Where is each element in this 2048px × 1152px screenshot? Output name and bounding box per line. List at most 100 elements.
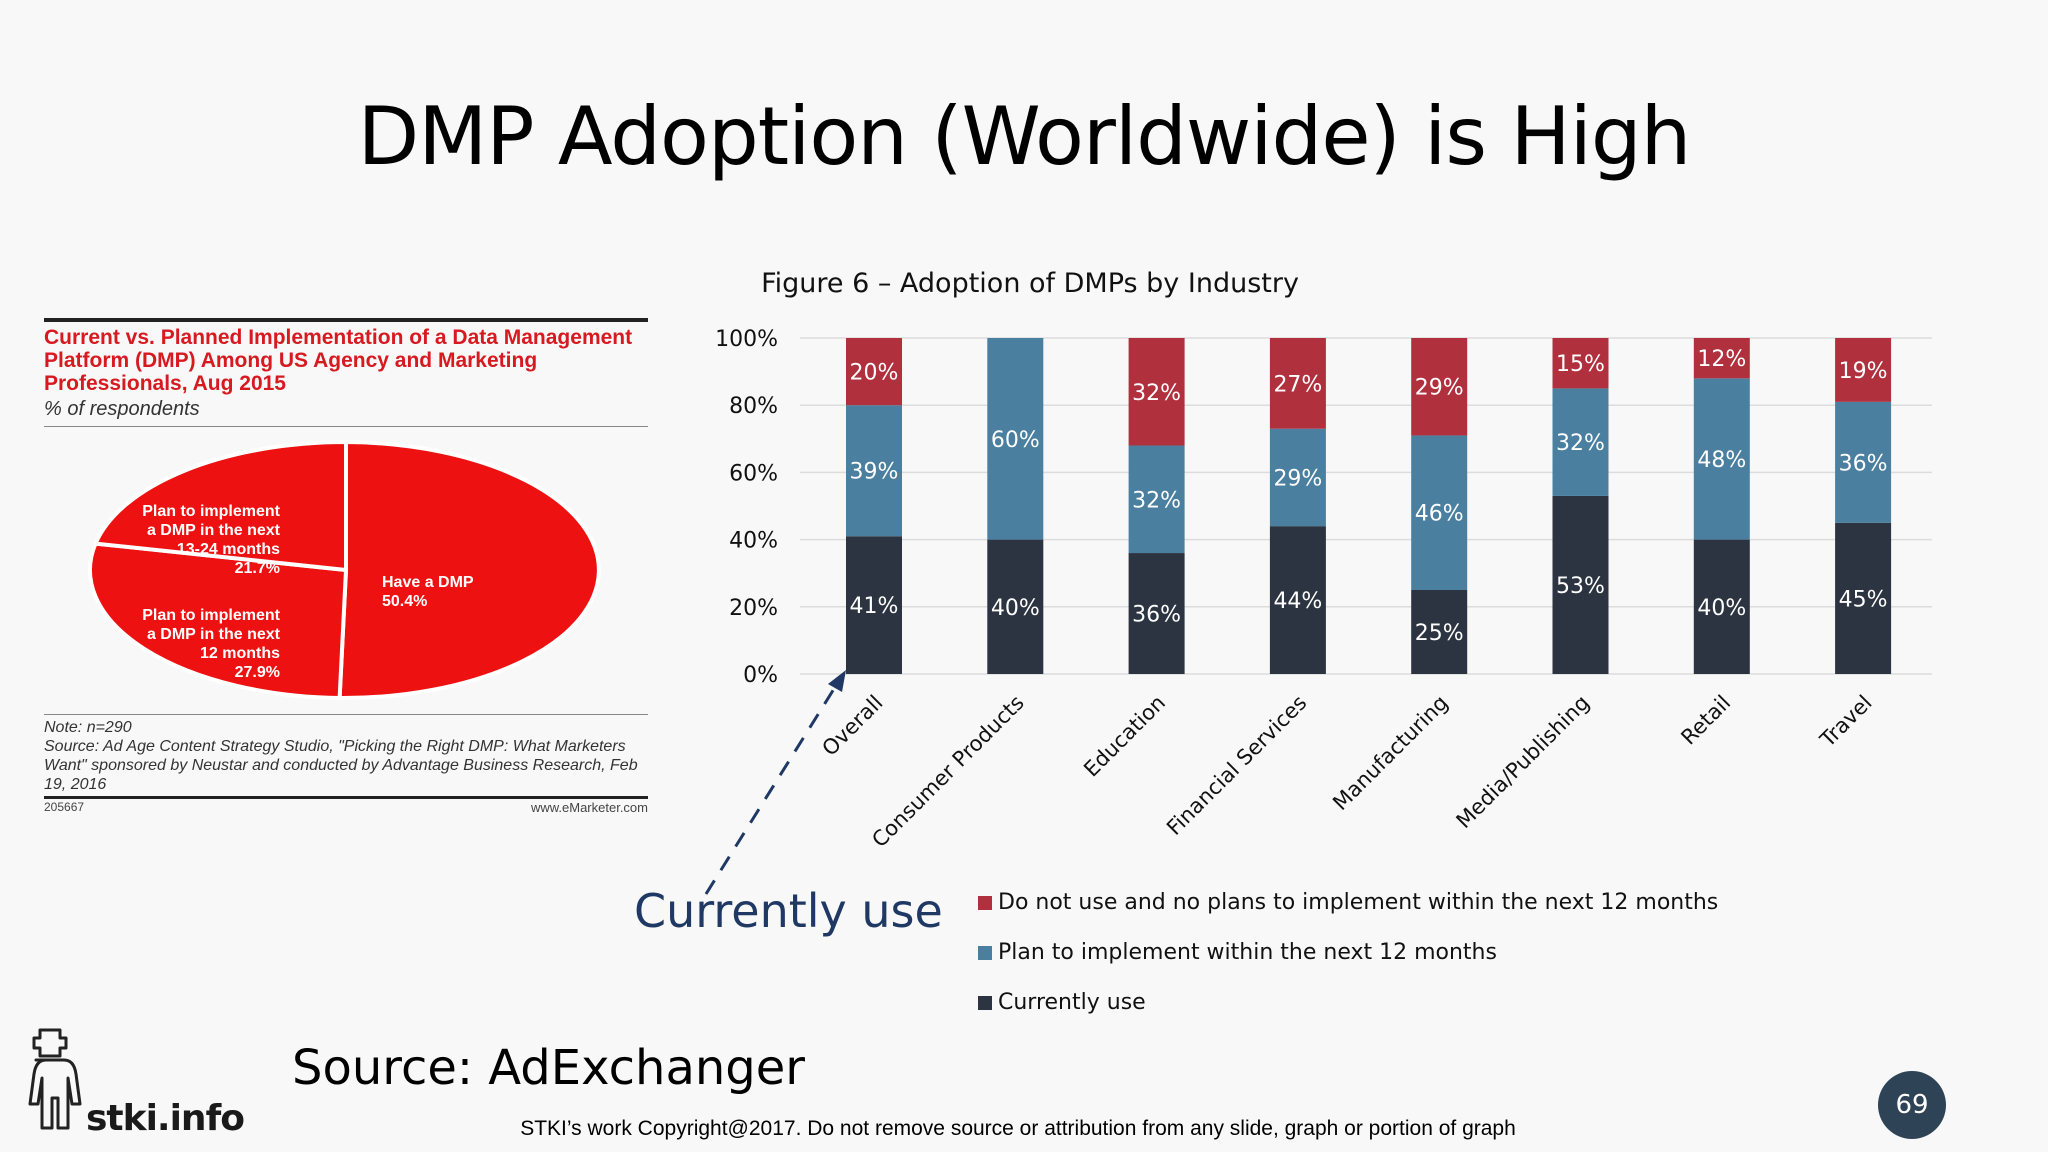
bar-segment (1693, 338, 1750, 379)
pie-note-n: Note: n=290 (44, 719, 132, 736)
bar-value-label: 29% (1273, 466, 1322, 491)
bar-segment (1269, 526, 1326, 674)
bar-segment (1411, 590, 1468, 674)
bar-segment (1128, 553, 1185, 674)
bar-segment (1552, 388, 1609, 496)
bar-value-label: 41% (850, 594, 899, 619)
legend-item-current: Currently use (978, 990, 1146, 1015)
pie-label: Plan to implement (142, 607, 280, 624)
stki-mascot-icon (28, 1028, 82, 1130)
bar-value-label: 36% (1839, 451, 1888, 476)
bar-value-label: 29% (1415, 376, 1464, 401)
bar-value-label: 27% (1273, 372, 1322, 397)
source-text: Source: AdExchanger (292, 1040, 806, 1096)
pie-slice (87, 541, 349, 701)
legend-label: Currently use (998, 990, 1146, 1015)
bar-segment (1693, 378, 1750, 540)
x-category-label: Retail (1676, 691, 1735, 750)
y-tick-label: 80% (729, 394, 778, 419)
bar-value-label: 20% (850, 361, 899, 386)
pie-label: a DMP in the next (147, 522, 281, 539)
bar-value-label: 48% (1697, 448, 1746, 473)
bar-value-label: 40% (991, 596, 1040, 621)
legend-label: Do not use and no plans to implement wit… (998, 890, 1719, 915)
bar-segment (987, 338, 1044, 540)
pie-label: Have a DMP (382, 574, 474, 591)
slide-title: DMP Adoption (Worldwide) is High (357, 90, 1692, 183)
y-tick-label: 60% (729, 461, 778, 486)
legend-swatch-not-use (978, 896, 992, 910)
pie-title: Current vs. Planned Implementation of a … (44, 326, 633, 395)
pie-mid-rule (44, 426, 648, 427)
bar-value-label: 12% (1697, 347, 1746, 372)
bar-segment (846, 405, 902, 537)
x-category-label: Media/Publishing (1452, 691, 1594, 833)
pie-label: Plan to implement (142, 503, 280, 520)
stki-logo-text: stki.info (86, 1098, 245, 1139)
bar-segment (1693, 539, 1750, 674)
bar-segment (1269, 428, 1326, 527)
page-number-badge: 69 (1878, 1071, 1946, 1139)
callout-arrow (704, 670, 846, 895)
bar-value-label: 15% (1556, 352, 1605, 377)
bar-value-label: 39% (850, 460, 899, 485)
bar-segment (846, 536, 902, 674)
x-category-label: Manufacturing (1328, 691, 1453, 816)
bar-segment (1552, 338, 1609, 389)
x-category-label: Travel (1815, 691, 1877, 753)
pie-slice (337, 439, 601, 701)
bar-segment (1128, 338, 1185, 446)
bar-segment (846, 338, 902, 406)
bar-segment (987, 539, 1044, 674)
bar-segment (1411, 435, 1468, 590)
pie-label: 50.4% (382, 593, 427, 610)
y-tick-label: 40% (729, 529, 778, 554)
bar-segment (1835, 401, 1892, 523)
legend-item-plan: Plan to implement within the next 12 mon… (978, 940, 1497, 965)
currently-use-callout: Currently use (634, 884, 943, 938)
bar-value-label: 45% (1839, 587, 1888, 612)
pie-low-rule (44, 714, 648, 715)
pie-chart: Have a DMP 50.4% Plan to implement a DMP in… (87, 439, 601, 701)
y-tick-label: 100% (715, 327, 778, 352)
bar-value-label: 32% (1132, 381, 1181, 406)
pie-note-source: Source: Ad Age Content Strategy Studio, … (44, 738, 638, 793)
y-tick-label: 20% (729, 596, 778, 621)
pie-subtitle: % of respondents (44, 398, 200, 420)
pie-slice (92, 439, 348, 573)
pie-label: 21.7% (235, 560, 280, 577)
bar-chart-title: Figure 6 – Adoption of DMPs by Industry (761, 268, 1299, 299)
pie-label: 27.9% (235, 664, 280, 681)
pie-note: Note: n=290 Source: Ad Age Content Strat… (44, 718, 648, 794)
legend-swatch-plan (978, 946, 992, 960)
bar-value-label: 60% (991, 428, 1040, 453)
pie-label: 12 months (200, 645, 280, 662)
bar-segment (1835, 338, 1892, 402)
bar-segment (1269, 338, 1326, 429)
pie-bottom-rule (44, 796, 648, 799)
bar-value-label: 19% (1839, 359, 1888, 384)
x-category-label: Financial Services (1162, 691, 1311, 840)
bar-value-label: 44% (1273, 589, 1322, 614)
pie-brand: www.eMarketer.com (530, 800, 648, 815)
y-tick-label: 0% (743, 663, 778, 688)
bar-value-label: 25% (1415, 621, 1464, 646)
pie-top-rule (44, 318, 648, 322)
x-category-label: Consumer Products (867, 691, 1029, 853)
pie-chart-id: 205667 (44, 800, 85, 814)
bar-value-label: 46% (1415, 502, 1464, 527)
bar-segment (1552, 495, 1609, 674)
bar-value-label: 36% (1132, 603, 1181, 628)
bar-value-label: 32% (1556, 431, 1605, 456)
bar-value-label: 32% (1132, 488, 1181, 513)
copyright-text: STKI’s work Copyright@2017. Do not remov… (520, 1117, 1516, 1140)
legend-item-not-use: Do not use and no plans to implement wit… (978, 890, 1718, 915)
bar-segment (1411, 338, 1468, 436)
pie-label: 13-24 months (177, 541, 280, 558)
bar-value-label: 40% (1697, 596, 1746, 621)
x-category-label: Education (1079, 691, 1170, 782)
legend-swatch-current (978, 996, 992, 1010)
pie-panel: Current vs. Planned Implementation of a … (44, 318, 648, 818)
bar-segment (1128, 445, 1185, 554)
